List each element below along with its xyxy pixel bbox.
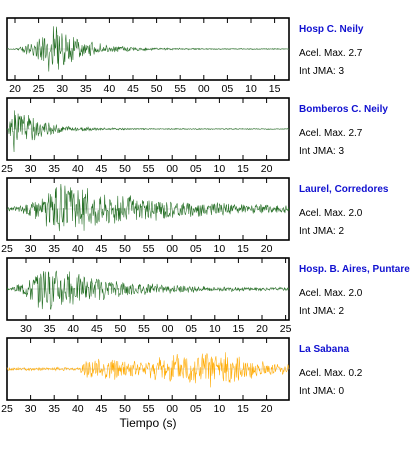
tick-label: 10 bbox=[214, 403, 226, 415]
tick-label: 55 bbox=[174, 83, 186, 95]
tick-label: 35 bbox=[48, 403, 60, 415]
int-jma-label: Int JMA: 3 bbox=[299, 66, 344, 77]
station-name: Laurel, Corredores bbox=[299, 184, 389, 195]
tick-label: 20 bbox=[256, 323, 268, 335]
tick-label: 55 bbox=[138, 323, 150, 335]
tick-label: 15 bbox=[237, 243, 249, 255]
tick-label: 40 bbox=[72, 243, 84, 255]
tick-label: 30 bbox=[25, 403, 37, 415]
panel-4: 30 35 40 45 50 55 00 05 10 15 20 25 Hosp. B. Aires, … bbox=[6, 257, 410, 335]
tick-label: 45 bbox=[96, 163, 108, 175]
tick-label: 50 bbox=[119, 163, 131, 175]
tick-label: 40 bbox=[67, 323, 79, 335]
tick-label: 30 bbox=[25, 163, 37, 175]
panel-2: 25 30 35 40 45 50 55 00 05 10 15 20 Bomberos C. Neil… bbox=[1, 97, 388, 175]
tick-label: 40 bbox=[72, 403, 84, 415]
int-jma-label: Int JMA: 3 bbox=[299, 146, 344, 157]
panel-5: 25 30 35 40 45 50 55 00 05 10 15 20 La Sabana Acel. M… bbox=[1, 337, 363, 415]
tick-label: 00 bbox=[198, 83, 210, 95]
tick-label: 25 bbox=[33, 83, 45, 95]
station-name: Bomberos C. Neily bbox=[299, 104, 388, 115]
int-jma-label: Int JMA: 2 bbox=[299, 306, 344, 317]
acel-max-label: Acel. Max. 2.7 bbox=[299, 48, 363, 59]
tick-label: 15 bbox=[269, 83, 281, 95]
acel-max-label: Acel. Max. 2.0 bbox=[299, 208, 363, 219]
tick-label: 10 bbox=[214, 243, 226, 255]
tick-label: 35 bbox=[44, 323, 56, 335]
waveform-series bbox=[6, 26, 290, 72]
waveform-series bbox=[6, 183, 290, 232]
station-name: La Sabana bbox=[299, 344, 349, 355]
tick-label: 20 bbox=[261, 243, 273, 255]
int-jma-label: Int JMA: 2 bbox=[299, 226, 344, 237]
tick-label: 05 bbox=[190, 243, 202, 255]
tick-label: 10 bbox=[245, 83, 257, 95]
tick-label: 00 bbox=[162, 323, 174, 335]
tick-label: 00 bbox=[166, 243, 178, 255]
station-name: Hosp C. Neily bbox=[299, 24, 364, 35]
tick-label: 30 bbox=[25, 243, 37, 255]
tick-label: 25 bbox=[1, 403, 13, 415]
tick-label: 50 bbox=[119, 403, 131, 415]
panel-3: 25 30 35 40 45 50 55 00 05 10 15 20 Laurel, Corredor… bbox=[1, 177, 389, 255]
tick-label: 00 bbox=[166, 163, 178, 175]
tick-label: 40 bbox=[104, 83, 116, 95]
tick-label: 25 bbox=[1, 163, 13, 175]
tick-label: 00 bbox=[166, 403, 178, 415]
panel-1: 20 25 30 35 40 45 50 55 00 05 10 15 Hosp C. Neily Ace… bbox=[6, 17, 364, 95]
waveform-series bbox=[6, 110, 290, 153]
tick-label: 35 bbox=[48, 163, 60, 175]
tick-label: 45 bbox=[96, 403, 108, 415]
station-name: Hosp. B. Aires, Puntare bbox=[299, 264, 410, 275]
tick-label: 10 bbox=[214, 163, 226, 175]
tick-label: 05 bbox=[190, 163, 202, 175]
tick-label: 20 bbox=[261, 163, 273, 175]
int-jma-label: Int JMA: 0 bbox=[299, 386, 344, 397]
tick-label: 30 bbox=[20, 323, 32, 335]
tick-label: 35 bbox=[80, 83, 92, 95]
tick-label: 45 bbox=[96, 243, 108, 255]
waveform-series bbox=[6, 270, 290, 310]
tick-label: 55 bbox=[143, 163, 155, 175]
tick-label: 05 bbox=[190, 403, 202, 415]
tick-label: 25 bbox=[280, 323, 292, 335]
acel-max-label: Acel. Max. 2.7 bbox=[299, 128, 363, 139]
tick-label: 45 bbox=[91, 323, 103, 335]
tick-label: 10 bbox=[209, 323, 221, 335]
tick-label: 50 bbox=[151, 83, 163, 95]
tick-label: 25 bbox=[1, 243, 13, 255]
tick-label: 55 bbox=[143, 403, 155, 415]
tick-label: 50 bbox=[115, 323, 127, 335]
tick-label: 20 bbox=[9, 83, 21, 95]
tick-label: 30 bbox=[56, 83, 68, 95]
waveform-series bbox=[6, 352, 290, 388]
tick-label: 15 bbox=[237, 403, 249, 415]
panels-group: 20 25 30 35 40 45 50 55 00 05 10 15 Hosp C. Neily Ace… bbox=[1, 17, 410, 415]
tick-label: 40 bbox=[72, 163, 84, 175]
acel-max-label: Acel. Max. 2.0 bbox=[299, 288, 363, 299]
tick-label: 45 bbox=[127, 83, 139, 95]
tick-label: 05 bbox=[222, 83, 234, 95]
tick-label: 15 bbox=[237, 163, 249, 175]
acel-max-label: Acel. Max. 0.2 bbox=[299, 368, 363, 379]
tick-label: 50 bbox=[119, 243, 131, 255]
tick-label: 20 bbox=[261, 403, 273, 415]
x-axis-label: Tiempo (s) bbox=[120, 416, 177, 430]
tick-label: 55 bbox=[143, 243, 155, 255]
tick-label: 05 bbox=[185, 323, 197, 335]
tick-label: 35 bbox=[48, 243, 60, 255]
tick-label: 15 bbox=[233, 323, 245, 335]
